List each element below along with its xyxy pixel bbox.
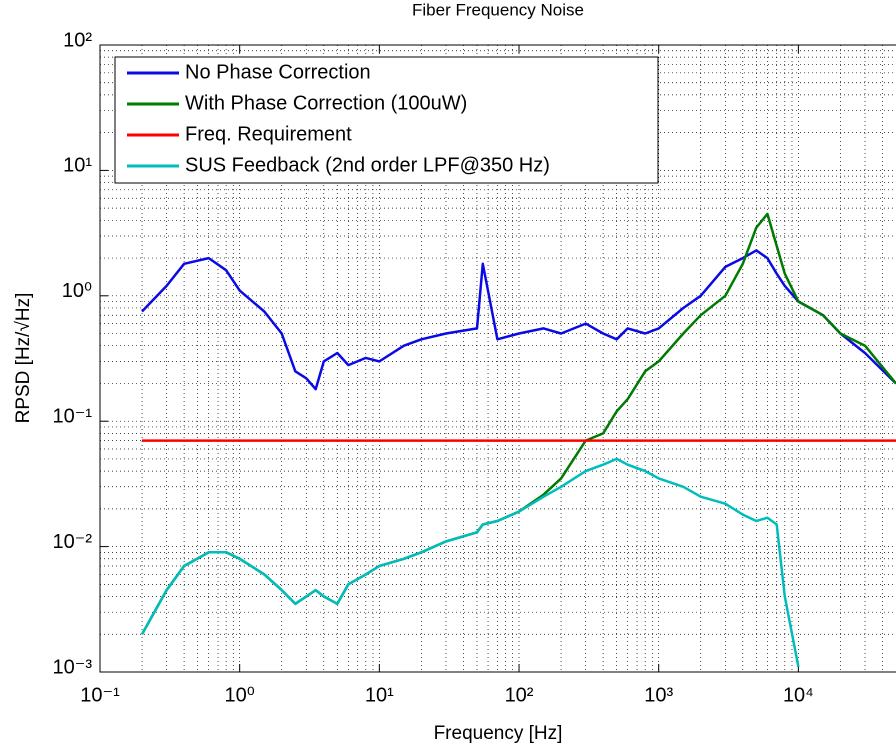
x-tick-label: 10⁻¹ xyxy=(80,684,120,706)
y-tick-label: 10⁰ xyxy=(62,280,92,302)
legend-label: No Phase Correction xyxy=(185,61,371,83)
legend-label: Freq. Requirement xyxy=(185,123,352,145)
x-tick-label: 10¹ xyxy=(365,684,394,706)
axes-frame xyxy=(99,44,896,673)
y-tick-label: 10¹ xyxy=(63,155,92,177)
y-tick-label: 10⁻³ xyxy=(53,656,93,678)
series-line xyxy=(141,249,896,391)
x-tick-label: 10³ xyxy=(644,684,673,706)
legend-label: SUS Feedback (2nd order LPF@350 Hz) xyxy=(185,154,550,176)
x-axis-label: Frequency [Hz] xyxy=(434,723,563,744)
y-tick-label: 10² xyxy=(63,29,92,51)
x-tick-label: 10² xyxy=(505,684,534,706)
x-tick-label: 10⁴ xyxy=(783,684,814,706)
y-tick-label: 10⁻² xyxy=(53,531,93,553)
chart-title: Fiber Frequency Noise xyxy=(412,0,584,19)
x-tick-label: 10⁰ xyxy=(225,684,255,706)
y-axis-label: RPSD [Hz/√Hz] xyxy=(13,293,34,424)
legend-box xyxy=(114,56,659,184)
legend-label: With Phase Correction (100uW) xyxy=(185,92,467,114)
series-line xyxy=(140,457,800,668)
y-tick-label: 10⁻¹ xyxy=(53,405,93,427)
